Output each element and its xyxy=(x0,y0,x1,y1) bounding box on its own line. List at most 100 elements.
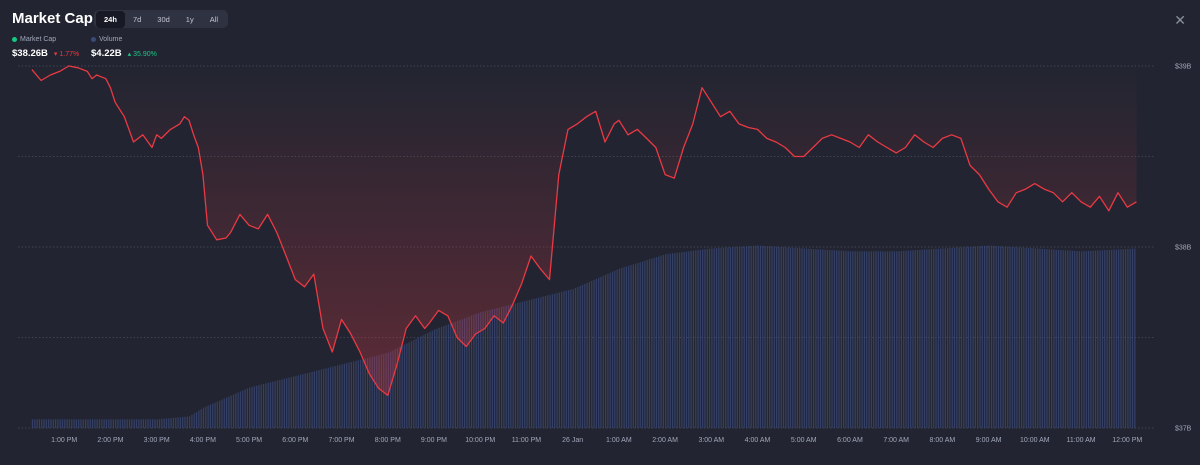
volume-bar xyxy=(353,361,355,428)
volume-bar xyxy=(1053,249,1055,428)
volume-bar xyxy=(868,251,870,428)
volume-bar xyxy=(641,261,644,428)
volume-bar xyxy=(889,251,891,428)
volume-bar xyxy=(401,345,403,428)
volume-bar xyxy=(237,392,239,428)
tab-24h[interactable]: 24h xyxy=(96,10,125,28)
volume-bar xyxy=(734,247,736,428)
volume-bar xyxy=(403,344,406,428)
tab-7d[interactable]: 7d xyxy=(132,14,142,24)
volume-bar xyxy=(500,306,503,428)
volume-bar xyxy=(974,246,976,428)
tab-30d[interactable]: 30d xyxy=(157,14,170,24)
volume-bar xyxy=(304,373,306,428)
volume-bar xyxy=(944,248,946,428)
volume-bar xyxy=(678,252,681,428)
x-tick-label: 2:00 PM xyxy=(97,437,123,444)
volume-bar xyxy=(1120,249,1122,428)
volume-bar xyxy=(78,419,80,428)
volume-bar xyxy=(618,268,621,428)
volume-bar xyxy=(1048,249,1050,428)
volume-bar xyxy=(773,246,775,428)
volume-bar xyxy=(290,377,292,428)
volume-bar xyxy=(544,295,547,428)
volume-bar xyxy=(115,419,117,428)
volume-bar xyxy=(921,249,923,428)
volume-bar xyxy=(288,377,290,428)
volume-bar xyxy=(286,378,288,428)
volume-bar xyxy=(230,395,232,428)
volume-bar xyxy=(341,364,343,428)
volume-bar xyxy=(343,363,346,428)
volume-bar xyxy=(306,372,309,428)
volume-bar xyxy=(52,419,54,428)
volume-bar xyxy=(1085,251,1087,428)
x-tick-label: 4:00 PM xyxy=(190,437,216,444)
x-tick-label: 12:00 PM xyxy=(1112,437,1142,444)
volume-bar xyxy=(873,251,875,428)
volume-bar xyxy=(142,419,144,428)
volume-bar xyxy=(602,275,604,428)
volume-bar xyxy=(704,249,706,428)
volume-bar xyxy=(648,259,651,428)
x-tick-label: 11:00 PM xyxy=(512,437,542,444)
volume-bar xyxy=(198,410,200,428)
volume-bar xyxy=(695,250,697,428)
x-tick-label: 6:00 AM xyxy=(837,437,863,444)
volume-bar xyxy=(884,251,886,428)
volume-bar xyxy=(371,356,373,428)
volume-bar xyxy=(1078,251,1080,428)
volume-bar xyxy=(473,314,475,428)
volume-bar xyxy=(480,312,482,428)
volume-bar xyxy=(276,380,279,428)
volume-bar xyxy=(674,253,676,428)
volume-bar xyxy=(489,309,491,428)
volume-bar xyxy=(676,252,678,428)
price-line-path xyxy=(31,65,1137,397)
volume-bar xyxy=(36,419,38,428)
volume-bar xyxy=(59,419,61,428)
volume-bar xyxy=(614,270,616,428)
volume-bar xyxy=(621,267,623,428)
volume-bar xyxy=(776,246,778,428)
volume-bar xyxy=(672,253,674,428)
volume-bar xyxy=(452,322,454,428)
volume-bar xyxy=(745,246,748,428)
volume-bar xyxy=(988,245,990,428)
volume-bar xyxy=(990,245,993,428)
volume-bar xyxy=(239,391,242,428)
volume-bar xyxy=(849,251,852,428)
volume-bar xyxy=(43,419,45,428)
volume-bar xyxy=(979,246,981,428)
volume-bar xyxy=(533,298,535,428)
market-cap-value: $38.26B xyxy=(12,48,48,59)
volume-bar xyxy=(912,250,914,428)
tab-all[interactable]: All xyxy=(209,14,219,24)
volume-bar xyxy=(531,299,533,428)
volume-bar xyxy=(785,247,787,428)
volume-bar xyxy=(445,325,447,428)
volume-bar xyxy=(105,419,108,428)
volume-bar xyxy=(815,249,817,428)
volume-bar xyxy=(789,247,792,428)
volume-bar xyxy=(1090,250,1092,428)
volume-bar xyxy=(593,279,595,428)
volume-bar xyxy=(521,301,523,428)
volume-bar xyxy=(420,336,422,428)
volume-bar xyxy=(313,371,316,428)
volume-bar xyxy=(154,419,156,428)
volume-bar xyxy=(364,358,366,428)
volume-bar xyxy=(191,414,193,428)
volume-bar xyxy=(930,249,933,428)
tab-1y[interactable]: 1y xyxy=(185,14,194,24)
volume-bar xyxy=(598,277,600,428)
volume-bar xyxy=(131,419,133,428)
volume-bar xyxy=(309,372,311,428)
volume-bar xyxy=(801,248,803,428)
legend-volume[interactable]: Volume xyxy=(91,36,122,43)
close-icon[interactable]: ✕ xyxy=(1174,12,1186,28)
volume-bar xyxy=(103,419,105,428)
volume-bar xyxy=(882,251,884,428)
legend-market-cap[interactable]: Market Cap xyxy=(12,36,56,43)
